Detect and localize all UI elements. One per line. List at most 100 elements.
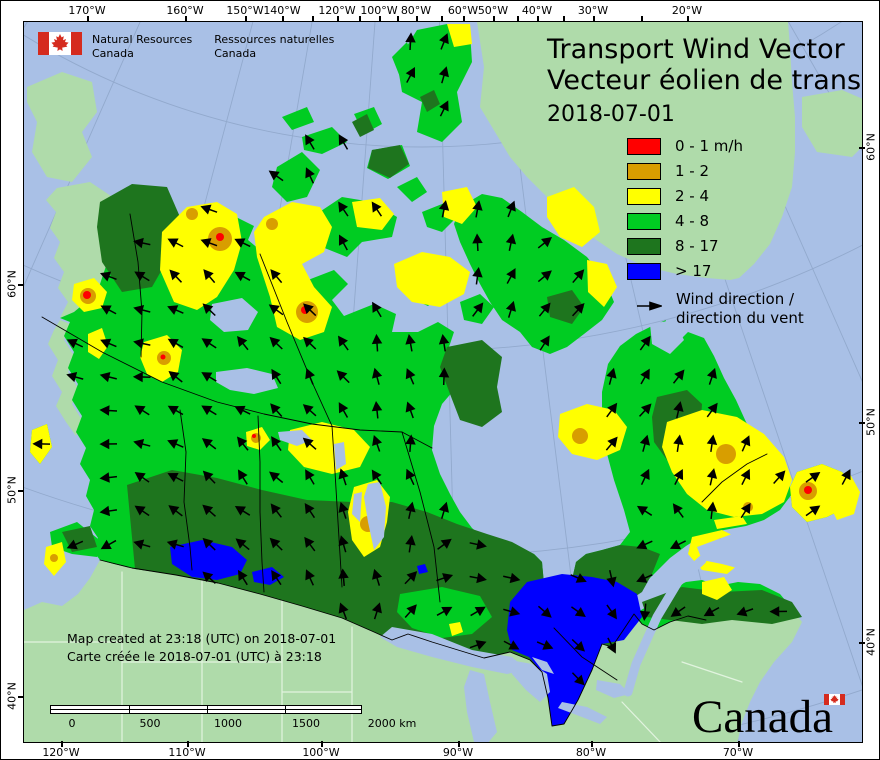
- lon-label-top: 140°W: [263, 4, 301, 17]
- wind-arrow: [167, 472, 184, 483]
- wind-arrow: [202, 470, 216, 484]
- wind-arrow: [438, 200, 450, 218]
- wind-arrow: [371, 400, 383, 419]
- graticule-tick: [87, 16, 89, 22]
- wind-arrow: [271, 436, 282, 452]
- wind-arrow: [673, 434, 684, 453]
- wind-arrow: [338, 201, 349, 217]
- wind-arrow: [736, 606, 754, 617]
- wind-arrow: [706, 434, 718, 453]
- wind-arrow: [305, 569, 315, 586]
- wind-arrow: [571, 302, 585, 317]
- lon-label-bottom: 90°W: [442, 746, 474, 759]
- legend-label: 8 - 17: [675, 237, 719, 255]
- scalebar-label: 1000: [214, 717, 242, 730]
- graticule-tick: [185, 16, 187, 22]
- graticule-tick: [591, 741, 593, 747]
- legend-swatch: [627, 212, 661, 230]
- wind-arrow: [371, 469, 382, 485]
- lon-label-top: 20°W: [671, 4, 703, 17]
- wind-arrow: [338, 134, 349, 150]
- wind-arrow: [338, 402, 349, 418]
- wind-arrow: [706, 501, 718, 520]
- credit-line-en: Map created at 23:18 (UTC) on 2018-07-01: [67, 631, 337, 646]
- wind-arrow: [100, 539, 117, 550]
- wind-arrow: [134, 405, 150, 416]
- legend-swatch: [627, 262, 661, 280]
- wind-arrow: [167, 305, 184, 315]
- wind-arrow: [234, 405, 251, 416]
- wind-arrow: [271, 368, 282, 385]
- wind-arrow: [670, 606, 686, 617]
- wind-arrow: [740, 435, 751, 452]
- wind-arrow: [134, 472, 150, 483]
- agency-logo: Natural Resources Canada Ressources natu…: [38, 32, 334, 61]
- wind-arrow: [337, 335, 349, 351]
- lon-label-bottom: 80°W: [575, 746, 607, 759]
- graticule-tick: [537, 16, 539, 22]
- wind-arrow: [235, 538, 250, 551]
- wind-arrow: [100, 271, 117, 282]
- wind-arrow: [269, 471, 284, 484]
- wind-arrow: [706, 367, 717, 385]
- wind-arrow: [201, 438, 217, 450]
- wind-arrow: [66, 372, 84, 383]
- wind-arrow: [405, 535, 416, 553]
- canada-wordmark: Canada: [692, 690, 845, 742]
- scalebar-label: 1500: [292, 717, 320, 730]
- graticule-tick: [397, 16, 399, 22]
- lon-label-bottom: 100°W: [302, 746, 340, 759]
- wind-arrow: [436, 573, 454, 584]
- wind-arrow: [673, 401, 684, 419]
- wind-direction-label-fr: direction du vent: [676, 309, 804, 327]
- wind-arrow: [168, 371, 183, 383]
- lon-label-bottom: 70°W: [722, 746, 754, 759]
- wind-arrow: [202, 303, 216, 317]
- wind-arrow: [405, 468, 416, 486]
- wind-arrow: [270, 269, 283, 284]
- wind-arrow: [437, 538, 452, 550]
- wind-arrow: [773, 470, 786, 484]
- wind-arrow: [372, 568, 383, 586]
- wind-arrow: [639, 403, 652, 417]
- wind-arrow: [571, 638, 585, 652]
- wind-arrow: [672, 369, 685, 384]
- wind-arrow: [606, 367, 617, 385]
- wind-arrow: [639, 335, 651, 351]
- wind-arrow: [438, 334, 450, 352]
- wind-arrow: [636, 573, 653, 583]
- wind-arrow: [132, 371, 151, 383]
- graticule-tick: [321, 741, 323, 747]
- wind-arrow: [472, 266, 483, 285]
- wind-arrow: [636, 505, 653, 516]
- wind-arrow: [371, 201, 383, 217]
- wind-arrow: [472, 233, 483, 252]
- agency-name-en-2: Canada: [92, 47, 134, 60]
- wind-arrow: [168, 505, 183, 517]
- lon-label-bottom: 120°W: [42, 746, 80, 759]
- legend-item-5: > 17: [627, 262, 711, 280]
- graticule-tick: [18, 490, 24, 492]
- map-canvas[interactable]: Natural Resources Canada Ressources natu…: [23, 21, 863, 743]
- wind-arrow: [805, 471, 821, 483]
- wind-arrow: [134, 505, 150, 517]
- wind-arrow: [571, 606, 586, 617]
- agency-name-fr-2: Canada: [214, 47, 257, 60]
- legend-label: > 17: [675, 262, 712, 280]
- wind-arrow: [536, 640, 554, 650]
- lon-label-top: 40°W: [521, 4, 553, 17]
- wind-arrow: [439, 33, 449, 50]
- wind-arrow: [537, 270, 552, 283]
- lon-label-top: 80°W: [400, 4, 432, 17]
- wind-arrow: [706, 468, 718, 486]
- wind-arrow: [438, 367, 450, 386]
- wind-arrow: [99, 472, 118, 483]
- legend-label: 1 - 2: [675, 162, 710, 180]
- scale-bar: 0 500 1000 1500 2000 km: [50, 705, 416, 731]
- agency-name-fr-1: Ressources naturelles: [214, 33, 335, 46]
- wind-arrow: [405, 401, 416, 419]
- map-title-block: Transport Wind Vector Vecteur éolien de …: [547, 34, 862, 128]
- wind-arrow: [506, 268, 516, 284]
- agency-name-en-1: Natural Resources: [92, 33, 193, 46]
